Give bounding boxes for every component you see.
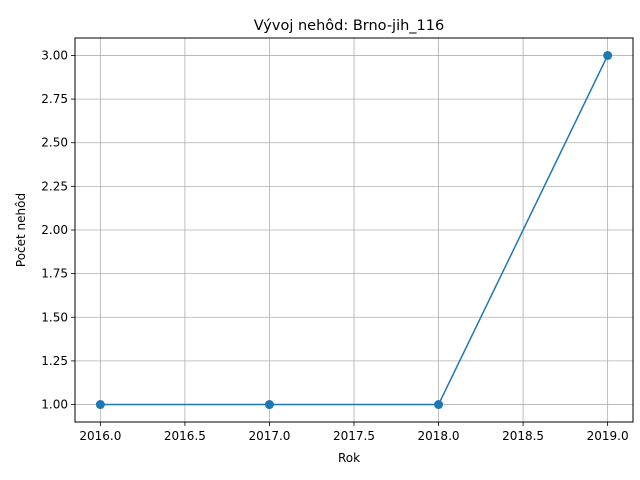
y-tick-label: 1.00 (41, 398, 68, 412)
grid-lines (75, 38, 633, 422)
y-tick-label: 2.25 (41, 179, 68, 193)
y-tick-label: 2.50 (41, 136, 68, 150)
x-tick-label: 2016.5 (164, 429, 206, 443)
y-tick-label: 2.00 (41, 223, 68, 237)
series-layer (95, 50, 613, 410)
y-tick-label: 1.75 (41, 267, 68, 281)
x-axis-label: Rok (338, 451, 360, 465)
data-point (264, 400, 274, 410)
chart-title: Vývoj nehôd: Brno-jih_116 (254, 18, 444, 34)
data-point (434, 400, 444, 410)
y-tick-label: 2.75 (41, 92, 68, 106)
series-line (100, 55, 609, 406)
data-point (95, 400, 105, 410)
y-axis-label: Počet nehôd (14, 193, 28, 267)
y-axis: 1.00 1.25 1.50 1.75 2.00 2.25 2.50 2.75 3.00 (41, 48, 75, 412)
data-point (603, 50, 613, 60)
x-tick-label: 2017.5 (333, 429, 375, 443)
y-tick-label: 1.25 (41, 354, 68, 368)
x-axis: 2016.0 2016.5 2017.0 2017.5 2018.0 2018.5 2019… (79, 422, 629, 443)
x-tick-label: 2019.0 (587, 429, 629, 443)
y-tick-label: 1.50 (41, 310, 68, 324)
x-tick-label: 2016.0 (79, 429, 121, 443)
x-tick-label: 2017.0 (248, 429, 290, 443)
y-tick-label: 3.00 (41, 48, 68, 62)
x-tick-label: 2018.0 (418, 429, 460, 443)
x-tick-label: 2018.5 (502, 429, 544, 443)
